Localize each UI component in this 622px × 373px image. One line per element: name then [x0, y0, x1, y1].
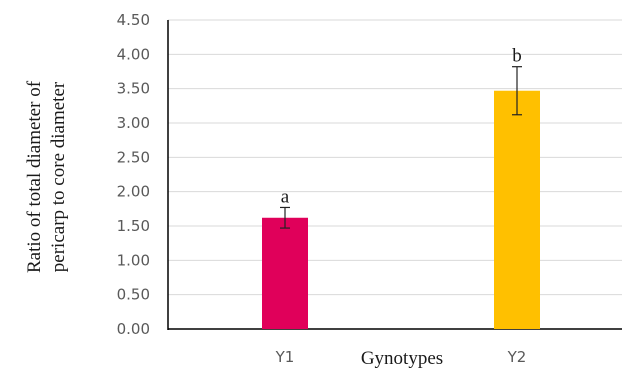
significance-letter-y1: a — [281, 186, 290, 207]
bars: ab — [262, 46, 540, 329]
significance-letter-y2: b — [512, 46, 522, 67]
y-tick-label: 0.00 — [117, 320, 150, 338]
y-tick-label: 3.50 — [117, 80, 150, 98]
y-tick-label: 2.00 — [117, 183, 150, 201]
y-tick-label: 0.50 — [117, 286, 150, 304]
y-tick-label: 4.00 — [117, 45, 150, 63]
y-axis-label: Ratio of total diameter of pericarp to c… — [24, 80, 69, 273]
y-tick-label: 4.50 — [117, 11, 150, 29]
y-tick-label: 3.00 — [117, 114, 150, 132]
y-axis-ticks: 0.00 0.50 1.00 1.50 2.00 2.50 3.00 3.50 4.00 4.50 — [117, 11, 150, 338]
x-tick-label-y1: Y1 — [275, 348, 295, 366]
x-tick-label-y2: Y2 — [507, 348, 527, 366]
y-axis-label-line2: pericarp to core diameter — [48, 81, 69, 272]
y-tick-label: 1.00 — [117, 251, 150, 269]
y-tick-label: 1.50 — [117, 217, 150, 235]
y-tick-label: 2.50 — [117, 148, 150, 166]
bar-y2 — [494, 90, 540, 329]
bar-y1 — [262, 217, 308, 329]
y-axis-label-line1: Ratio of total diameter of — [24, 80, 45, 273]
x-axis-ticks: Y1 Y2 — [275, 348, 527, 366]
x-axis-label: Gynotypes — [361, 348, 443, 369]
gridlines — [168, 19, 622, 296]
